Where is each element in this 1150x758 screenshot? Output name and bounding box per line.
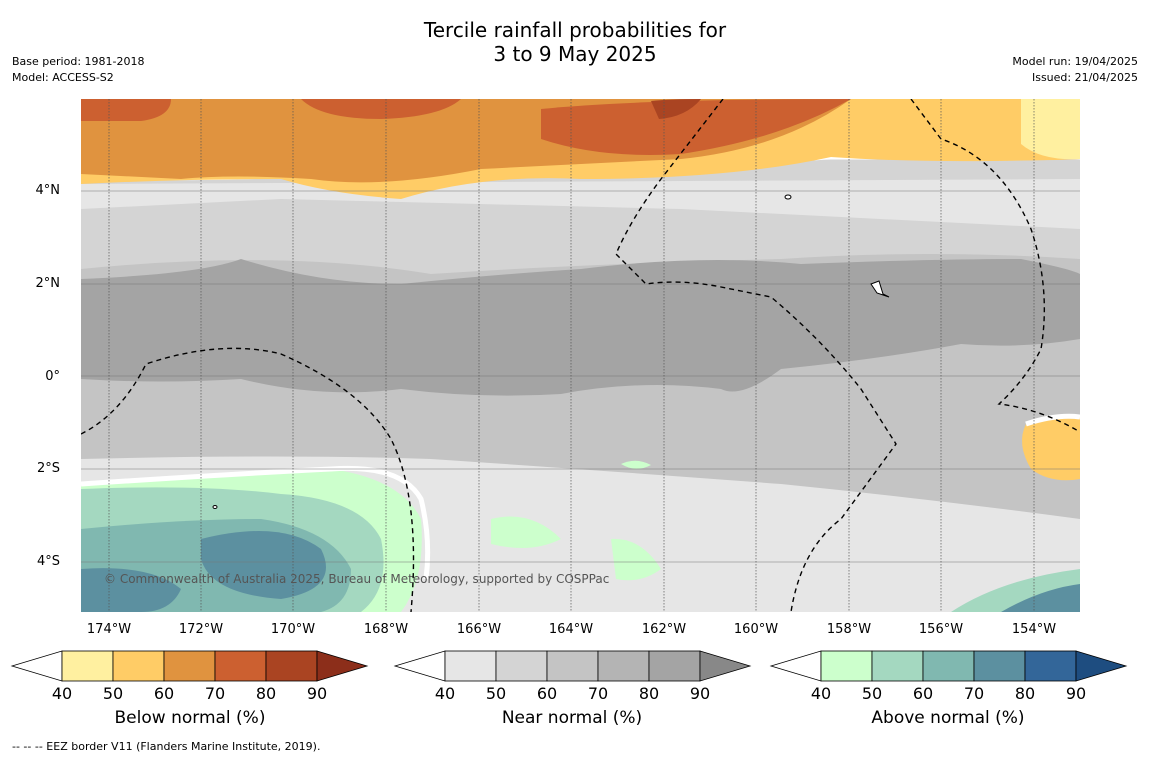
below-tick-90: 90 [306,684,328,703]
below-normal-70-mid [301,99,461,119]
colorbars [10,650,1128,682]
colorbar-above-swatch-4 [973,650,1026,682]
lon-tick-168w: 168°W [363,622,409,637]
colorbar-label-above-normal: Above normal (%) [871,708,1025,728]
lon-tick-164w: 164°W [548,622,594,637]
below-tick-70: 70 [204,684,226,703]
above-normal-70 [201,531,326,599]
below-tick-60: 60 [153,684,175,703]
above-tick-60: 60 [912,684,934,703]
below-tick-50: 50 [102,684,124,703]
above-tick-90: 90 [1065,684,1087,703]
above-normal-40-patch-2 [611,538,661,581]
colorbar-below-swatch-4 [214,650,267,682]
model-name: Model: ACCESS-S2 [12,71,114,84]
below-normal-40-east [1021,99,1080,160]
near-tick-60: 60 [536,684,558,703]
colorbar-above-swatch-1 [820,650,873,682]
longitude-gridlines [108,99,1035,612]
contour-boundary-southeast [1025,413,1080,427]
lon-tick-154w: 154°W [1011,622,1057,637]
island-2 [870,280,890,298]
colorbar-below-swatch-1 [61,650,114,682]
lon-tick-166w: 166°W [456,622,502,637]
lon-tick-170w: 170°W [270,622,316,637]
above-normal-40-patch-1 [491,516,561,548]
colorbar-above-swatch-3 [922,650,975,682]
model-run: Model run: 19/04/2025 [1012,55,1138,68]
below-normal-50-southeast [1022,416,1080,481]
near-tick-40: 40 [434,684,456,703]
colorbar-label-near-normal: Near normal (%) [501,708,643,728]
lon-tick-174w: 174°W [86,622,132,637]
lat-tick-0: 0° [45,369,60,384]
colorbar-below-swatch-3 [163,650,216,682]
below-normal-70-west [81,99,171,121]
colorbar-near-swatch-2 [495,650,548,682]
colorbar-near-swatch-5 [648,650,701,682]
meta-left: Base period: 1981-2018 Model: ACCESS-S2 [12,54,144,86]
eez-border-central [615,99,897,612]
eez-footnote: -- -- -- EEZ border V11 (Flanders Marine… [12,740,321,753]
colorbar-near-normal [393,650,752,682]
colorbar-label-below-normal: Below normal (%) [114,708,266,728]
colorbar-below-start-cap [10,650,63,682]
eez-borders [81,99,1080,612]
islands [212,194,890,509]
island-3 [212,505,218,509]
colorbar-below-swatch-2 [112,650,165,682]
lat-tick-4n: 4°N [35,183,61,198]
lon-tick-158w: 158°W [826,622,872,637]
near-tick-80: 80 [638,684,660,703]
lat-tick-2n: 2°N [35,276,61,291]
below-normal-70 [541,99,851,155]
lat-tick-2s: 2°S [36,461,60,476]
below-normal-80 [651,99,701,119]
lat-tick-4s: 4°S [36,554,60,569]
lon-tick-160w: 160°W [733,622,779,637]
title-line-2: 3 to 9 May 2025 [493,42,657,66]
latitude-gridlines [81,190,1080,563]
eez-border-west [81,347,415,612]
colorbar-near-end-cap [699,650,752,682]
above-tick-80: 80 [1014,684,1036,703]
issued-date: Issued: 21/04/2025 [1031,71,1138,84]
colorbar-near-start-cap [393,650,446,682]
eez-border-east [910,99,1080,433]
colorbar-below-swatch-5 [265,650,318,682]
copyright-notice: © Commonwealth of Australia 2025, Bureau… [104,572,610,586]
colorbar-near-swatch-4 [597,650,650,682]
below-tick-40: 40 [51,684,73,703]
colorbar-above-normal [769,650,1128,682]
lon-tick-172w: 172°W [178,622,224,637]
near-tick-70: 70 [587,684,609,703]
near-tick-50: 50 [485,684,507,703]
near-normal-70-core [81,259,1080,396]
colorbar-near-swatch-3 [546,650,599,682]
title-line-1: Tercile rainfall probabilities for [423,18,727,42]
near-tick-90: 90 [689,684,711,703]
colorbar-above-swatch-5 [1024,650,1077,682]
above-tick-50: 50 [861,684,883,703]
colorbar-below-end-cap [316,650,369,682]
colorbar-above-swatch-2 [871,650,924,682]
near-normal-40-north [81,179,1080,229]
above-normal-40-patch-3 [621,460,651,469]
lon-tick-156w: 156°W [918,622,964,637]
colorbar-above-end-cap [1075,650,1128,682]
meta-right: Model run: 19/04/2025 Issued: 21/04/2025 [1012,54,1138,86]
above-normal-70-west [81,568,181,612]
above-normal-70-southeast [1001,584,1080,612]
base-period: Base period: 1981-2018 [12,55,145,68]
above-tick-70: 70 [963,684,985,703]
colorbar-above-start-cap [769,650,822,682]
island-1 [784,194,792,200]
below-tick-80: 80 [255,684,277,703]
colorbar-below-normal [10,650,369,682]
probability-map [81,99,1080,612]
lon-tick-162w: 162°W [641,622,687,637]
above-tick-40: 40 [810,684,832,703]
colorbar-near-swatch-1 [444,650,497,682]
map-title: Tercile rainfall probabilities for 3 to … [0,18,1150,66]
